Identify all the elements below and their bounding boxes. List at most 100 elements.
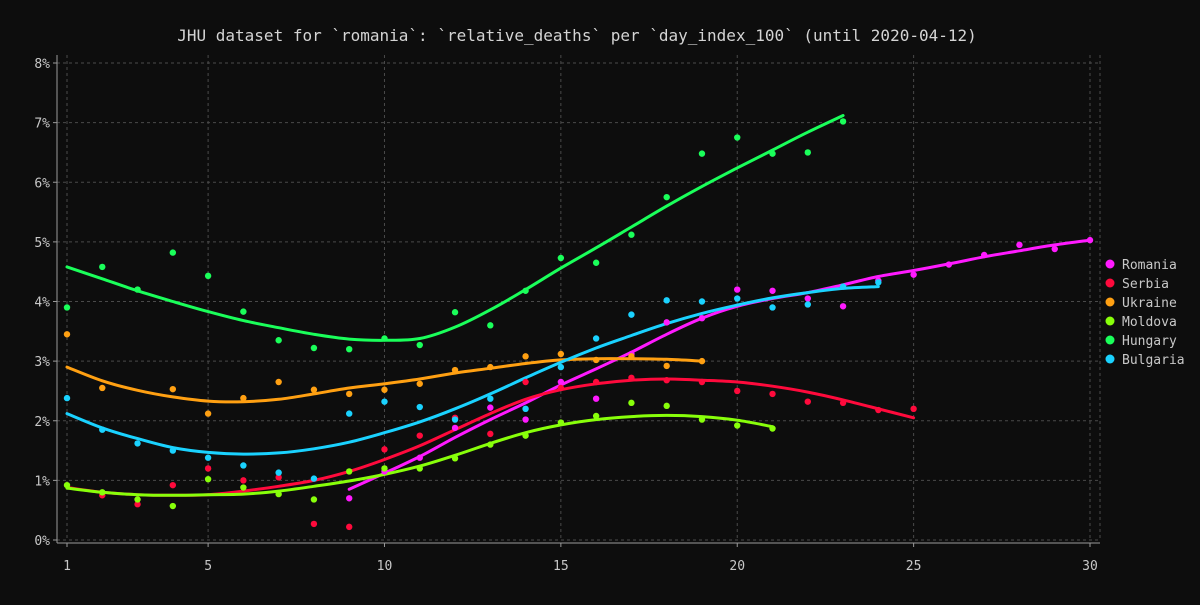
data-point-moldova [204,475,212,483]
legend-label: Hungary [1122,334,1177,349]
data-point-romania [910,271,917,278]
data-point-moldova [628,399,635,407]
data-point-moldova [592,412,600,420]
data-point-romania [522,416,529,423]
data-point-ukraine [698,357,706,365]
data-point-bulgaria [275,469,282,476]
data-point-moldova [240,484,247,491]
data-point-bulgaria [451,416,459,423]
data-point-serbia [487,430,494,438]
data-point-moldova [557,419,565,426]
y-tick-label: 2% [34,415,50,430]
legend-item-ukraine: Ukraine [1105,296,1177,311]
legend-label: Ukraine [1122,296,1177,311]
data-point-moldova [663,402,670,410]
data-point-hungary [628,231,635,238]
data-point-hungary [698,150,706,157]
data-point-moldova [134,496,141,503]
legend: Romania Serbia Ukraine Moldova Hungary Bulgar… [1105,258,1185,368]
y-tick-label: 7% [34,117,50,132]
data-point-serbia [769,390,776,398]
data-point-ukraine [451,366,459,374]
data-point-hungary [769,150,776,157]
legend-label: Serbia [1122,277,1169,292]
legend-marker [1105,316,1115,326]
data-point-hungary [346,346,353,353]
grid [57,55,1101,541]
data-point-serbia [310,520,318,528]
x-tick-label: 10 [377,559,393,574]
data-point-ukraine [310,386,318,393]
data-point-romania [663,319,670,326]
data-point-moldova [99,489,106,496]
data-point-romania [734,286,741,293]
data-point-moldova [698,416,706,423]
legend-marker [1105,297,1115,307]
data-point-moldova [734,422,741,429]
legend-label: Romania [1122,258,1177,273]
trend-lines [65,114,1092,497]
x-tick-label: 15 [553,559,569,574]
data-point-ukraine [416,380,423,387]
data-point-romania [346,495,353,502]
data-point-moldova [346,468,353,475]
data-point-serbia [804,398,811,405]
data-point-ukraine [557,350,565,358]
data-point-hungary [487,322,494,329]
data-point-ukraine [346,390,353,398]
data-point-moldova [487,441,494,448]
data-point-serbia [381,446,388,453]
data-point-romania [487,404,494,411]
data-point-hungary [663,193,670,201]
data-point-bulgaria [698,298,706,305]
data-point-bulgaria [310,475,318,482]
data-point-romania [804,295,811,302]
data-point-ukraine [204,410,212,417]
data-point-bulgaria [134,440,141,447]
legend-item-hungary: Hungary [1105,334,1177,349]
data-point-hungary [804,149,811,156]
y-tick-label: 0% [34,534,50,549]
axes: 1 5 10 15 20 25 300%1%2%3%4%5%6%7%8% [34,55,1100,574]
data-point-romania [1051,245,1058,253]
data-point-romania [1016,241,1023,249]
data-point-bulgaria [557,363,565,371]
trend-line-hungary [65,114,845,342]
data-point-bulgaria [63,394,71,402]
data-point-hungary [134,286,141,293]
y-tick-label: 3% [34,355,50,370]
data-point-romania [839,303,847,310]
data-point-ukraine [628,353,635,360]
data-point-hungary [839,118,847,125]
y-tick-label: 4% [34,296,50,311]
legend-item-romania: Romania [1105,258,1177,273]
trend-line-romania [347,238,1092,491]
data-point-bulgaria [804,301,811,308]
data-point-moldova [522,432,529,439]
data-points [63,118,1094,531]
data-point-hungary [99,263,106,271]
data-point-serbia [275,474,282,481]
data-point-hungary [240,308,247,315]
data-point-bulgaria [628,311,635,318]
data-point-romania [980,251,988,259]
data-point-hungary [275,337,282,344]
data-point-moldova [63,481,71,489]
data-point-hungary [522,287,529,294]
data-point-hungary [381,335,388,342]
data-point-ukraine [169,385,177,393]
data-point-ukraine [275,378,282,386]
legend-marker [1105,354,1115,364]
data-point-hungary [204,272,212,280]
data-point-serbia [592,378,600,386]
data-point-bulgaria [381,398,388,405]
data-point-romania [698,314,706,322]
y-tick-label: 5% [34,236,50,251]
legend-item-bulgaria: Bulgaria [1105,353,1185,368]
data-point-ukraine [99,384,106,392]
data-point-romania [451,424,459,432]
data-point-romania [416,454,423,461]
legend-item-moldova: Moldova [1105,315,1177,330]
legend-marker [1105,335,1115,345]
